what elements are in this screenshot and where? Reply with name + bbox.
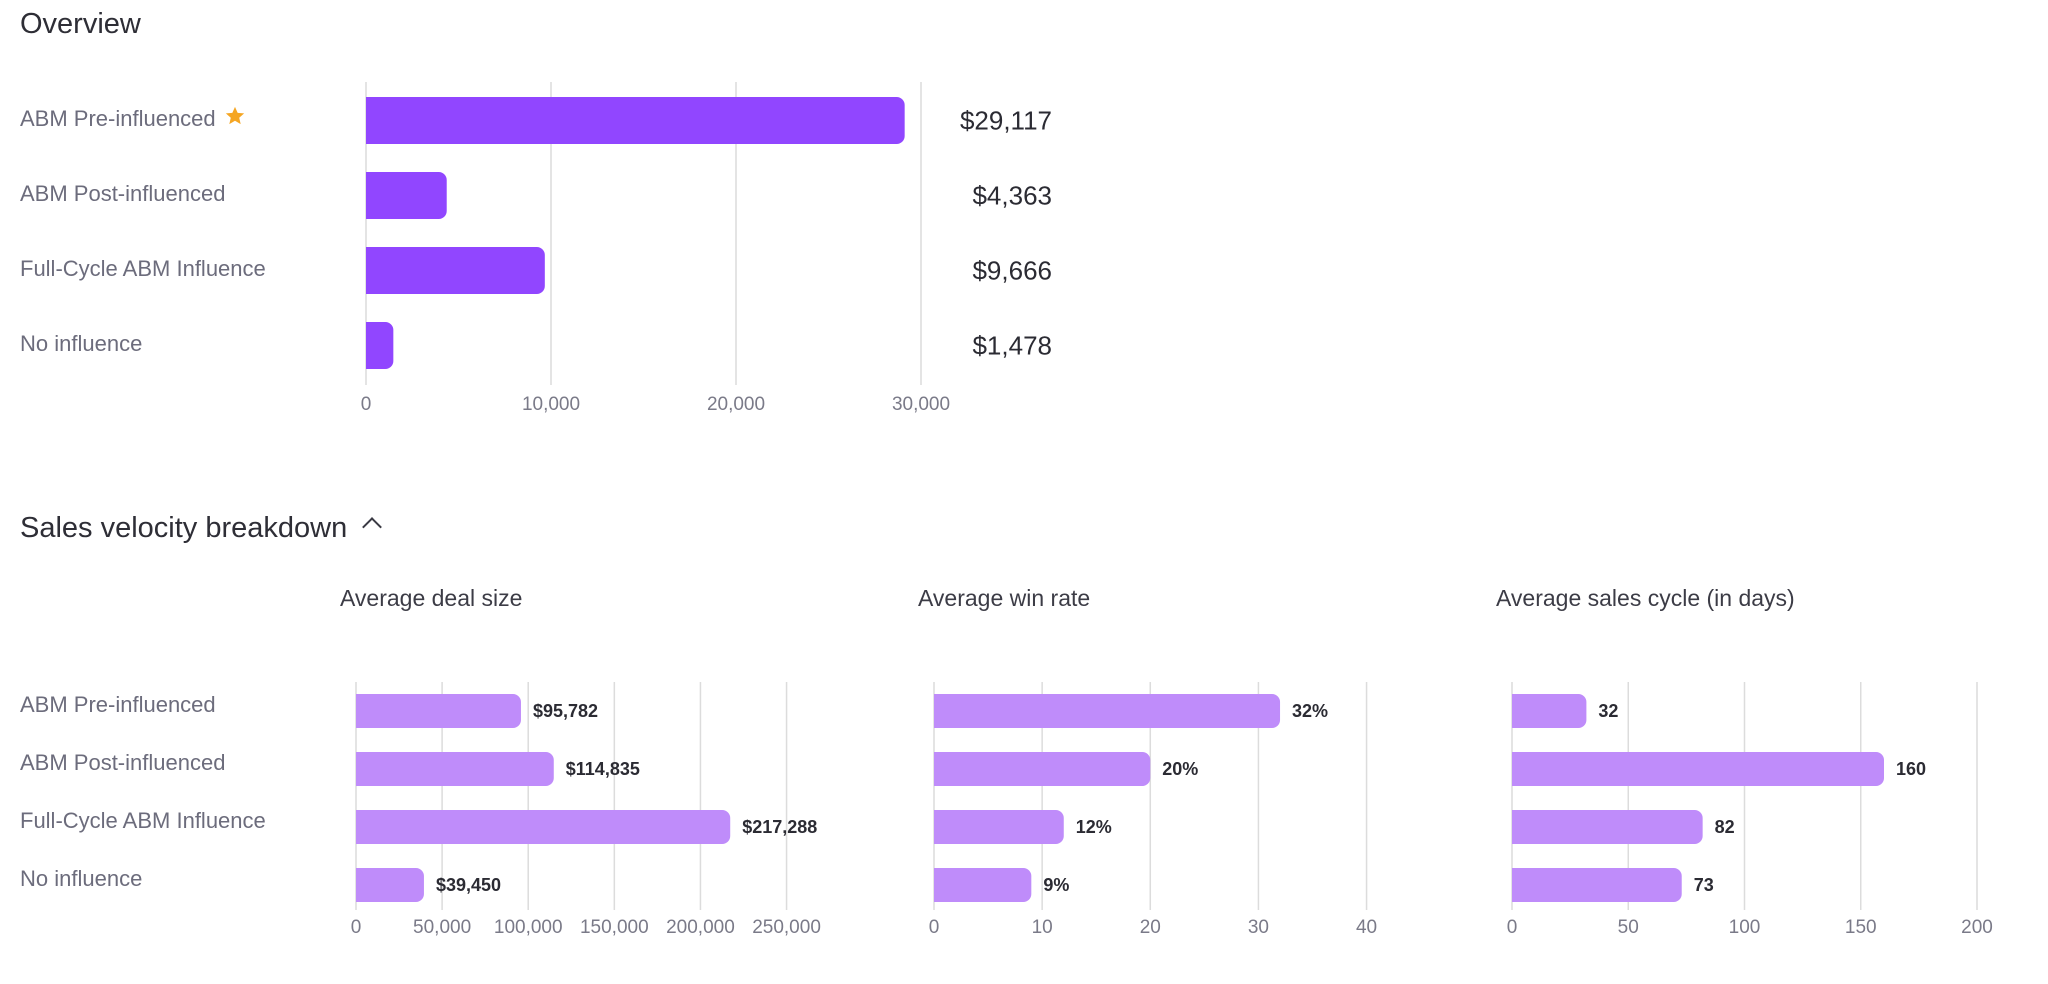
sales-velocity-title-text: Sales velocity breakdown [20,512,348,544]
bar [366,172,447,219]
bar [356,752,554,786]
overview-row-label: ABM Pre-influenced [20,106,246,132]
value-label: 73 [1694,875,1714,895]
win-rate-chart: 0 10 20 30 40 32% 20% 12% 9% [929,682,1377,938]
x-tick-label: 100 [1729,917,1761,938]
value-label: $1,478 [972,331,1052,361]
star-icon [225,107,244,125]
bar [366,322,394,369]
velocity-row-label: Full-Cycle ABM Influence [20,808,266,833]
x-tick-label: 250,000 [752,917,821,938]
chevron-up-icon[interactable] [362,517,383,537]
x-tick-label: 20 [1140,917,1161,938]
x-tick-label: 0 [1507,917,1518,938]
x-tick-label: 40 [1356,917,1377,938]
x-tick-label: 100,000 [494,917,563,938]
bar [356,694,521,728]
bar [1512,694,1587,728]
win-rate-title: Average win rate [918,585,1091,611]
overview-title: Overview [20,8,141,40]
overview-row-label-text: ABM Pre-influenced [20,106,216,131]
x-tick-label: 0 [351,917,362,938]
bar [366,247,545,294]
sales-velocity-title[interactable]: Sales velocity breakdown [20,512,383,545]
overview-row-label: ABM Post-influenced [20,181,226,206]
x-tick-label: 20,000 [707,394,765,415]
bar [356,810,731,844]
x-tick-label: 30,000 [892,394,950,415]
bar [1512,868,1682,902]
x-tick-label: 0 [361,394,372,415]
value-label: $29,117 [960,106,1052,136]
x-tick-label: 0 [929,917,940,938]
bar [934,694,1281,728]
sales-cycle-title: Average sales cycle (in days) [1496,585,1795,611]
value-label: $9,666 [972,256,1052,286]
velocity-row-label: No influence [20,866,143,891]
bar [934,810,1064,844]
value-label: $4,363 [972,181,1052,211]
velocity-row-label: ABM Pre-influenced [20,692,216,717]
value-label: 20% [1162,759,1198,779]
value-label: $39,450 [436,875,501,895]
overview-chart: 0 10,000 20,000 30,000 $29,117 $4,363 $9,666 $1… [361,82,1052,415]
x-tick-label: 30 [1248,917,1269,938]
overview-row-label: Full-Cycle ABM Influence [20,256,266,281]
value-label: $217,288 [742,817,817,837]
value-label: 32 [1598,701,1618,721]
bar [934,752,1151,786]
velocity-row-label: ABM Post-influenced [20,750,226,775]
bar [934,868,1032,902]
bar [1512,752,1884,786]
value-label: $114,835 [566,759,640,779]
x-tick-label: 150 [1845,917,1877,938]
x-tick-label: 50 [1618,917,1639,938]
x-tick-label: 150,000 [580,917,649,938]
bar [366,97,905,144]
x-tick-label: 10 [1032,917,1053,938]
x-tick-label: 10,000 [522,394,580,415]
value-label: $95,782 [533,701,598,721]
x-tick-label: 200 [1961,917,1993,938]
value-label: 32% [1292,701,1328,721]
x-tick-label: 200,000 [666,917,735,938]
value-label: 160 [1896,759,1926,779]
bar [1512,810,1703,844]
deal-size-title: Average deal size [340,585,523,611]
value-label: 9% [1043,875,1069,895]
bar [356,868,424,902]
value-label: 82 [1715,817,1735,837]
value-label: 12% [1076,817,1112,837]
x-tick-label: 50,000 [413,917,471,938]
sales-cycle-chart: 0 50 100 150 200 32 160 82 73 [1507,682,1993,938]
overview-row-label: No influence [20,331,143,356]
deal-size-chart: 0 50,000 100,000 150,000 200,000 250,000 $95,7… [351,682,821,938]
